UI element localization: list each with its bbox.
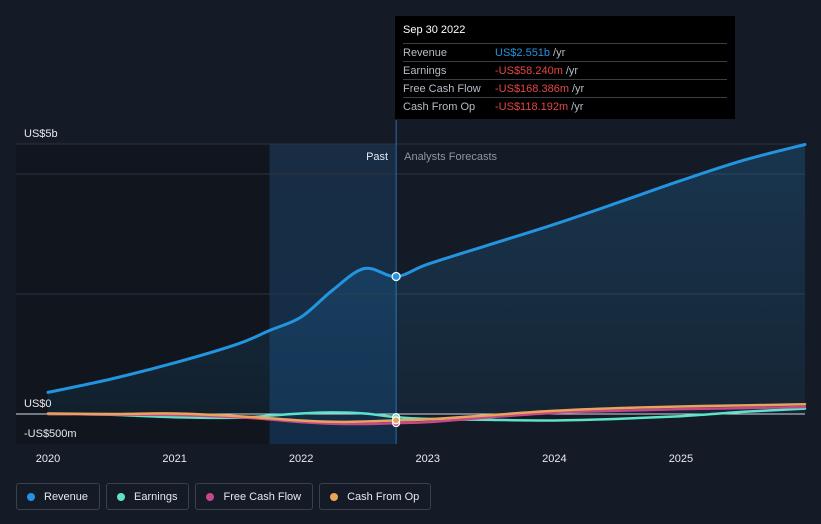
x-tick-label: 2022 bbox=[289, 453, 313, 465]
tooltip-date: Sep 30 2022 bbox=[403, 24, 466, 36]
tooltip: Sep 30 2022 Revenue US$2.551b /yr Earnin… bbox=[395, 16, 735, 119]
tooltip-unit: /yr bbox=[565, 64, 579, 77]
cash-from-op-line bbox=[46, 403, 807, 424]
tooltip-value: -US$118.192m bbox=[495, 100, 569, 113]
y-tick-label: US$5b bbox=[24, 128, 58, 140]
revenue-line bbox=[46, 143, 807, 394]
tooltip-label: Cash From Op bbox=[403, 100, 476, 113]
tooltip-value: -US$58.240m bbox=[495, 64, 563, 77]
earnings-dot-icon bbox=[117, 492, 126, 501]
x-tick-label: 2023 bbox=[416, 453, 440, 465]
cash-from-op-dot-icon bbox=[330, 492, 339, 501]
tooltip-unit: /yr bbox=[571, 100, 584, 113]
revenue-marker bbox=[391, 271, 401, 282]
free-cash-flow-dot-icon bbox=[206, 492, 215, 501]
tooltip-row-revenue: Revenue US$2.551b /yr bbox=[403, 43, 727, 61]
revenue-dot-icon bbox=[27, 492, 35, 501]
legend-label: Free Cash Flow bbox=[223, 490, 302, 503]
legend-item-free-cash-flow[interactable]: Free Cash Flow bbox=[195, 483, 314, 510]
legend-item-cash-from-op[interactable]: Cash From Op bbox=[319, 483, 432, 510]
legend-label: Revenue bbox=[44, 490, 89, 503]
legend-label: Cash From Op bbox=[347, 490, 420, 503]
legend-label: Earnings bbox=[134, 490, 178, 503]
legend-item-revenue[interactable]: Revenue bbox=[16, 483, 101, 510]
x-tick-label: 2021 bbox=[162, 453, 186, 465]
x-tick-label: 2024 bbox=[542, 453, 566, 465]
legend: Revenue Earnings Free Cash Flow Cash Fro… bbox=[16, 483, 432, 510]
tooltip-row-earnings: Earnings -US$58.240m /yr bbox=[403, 61, 727, 79]
free-cash-flow-line bbox=[46, 405, 807, 426]
x-tick-label: 2020 bbox=[36, 453, 60, 465]
forecast-label: Analysts Forecasts bbox=[404, 151, 497, 163]
cash-from-op-marker bbox=[392, 416, 401, 425]
tooltip-label: Free Cash Flow bbox=[403, 82, 481, 95]
tooltip-row-free-cash-flow: Free Cash Flow -US$168.386m /yr bbox=[403, 79, 727, 97]
y-tick-label: -US$500m bbox=[24, 428, 77, 440]
tooltip-value: US$2.551b bbox=[495, 46, 551, 59]
tooltip-label: Revenue bbox=[403, 46, 448, 59]
legend-item-earnings[interactable]: Earnings bbox=[106, 483, 190, 510]
earnings-line bbox=[46, 407, 807, 422]
tooltip-row-cash-from-op: Cash From Op -US$118.192m /yr bbox=[403, 97, 727, 115]
tooltip-unit: /yr bbox=[572, 82, 585, 95]
tooltip-unit: /yr bbox=[553, 46, 566, 59]
tooltip-value: -US$168.386m bbox=[495, 82, 569, 95]
past-label: Past bbox=[366, 151, 388, 163]
revenue-area bbox=[48, 144, 805, 414]
x-tick-label: 2025 bbox=[669, 453, 693, 465]
y-tick-label: US$0 bbox=[24, 398, 52, 410]
tooltip-label: Earnings bbox=[403, 64, 447, 77]
